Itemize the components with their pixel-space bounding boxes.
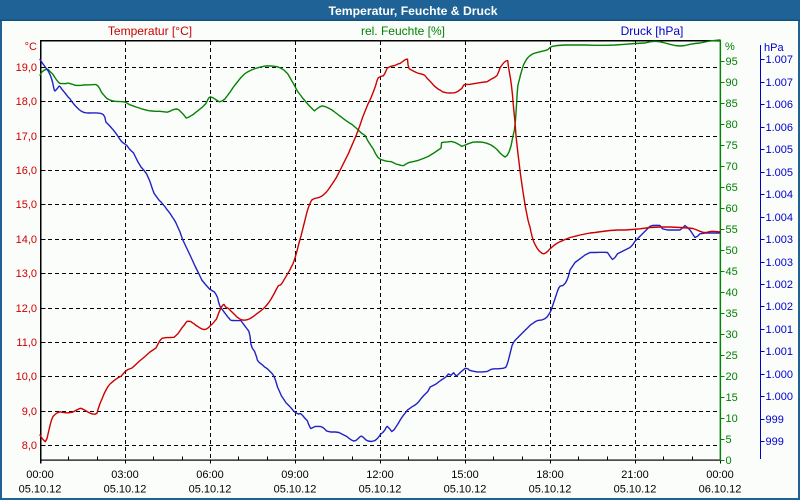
svg-text:05.10.12: 05.10.12 (614, 484, 657, 496)
svg-text:21:00: 21:00 (621, 469, 649, 481)
svg-text:80: 80 (726, 119, 738, 131)
svg-text:19,0: 19,0 (16, 62, 37, 74)
svg-text:05.10.12: 05.10.12 (19, 484, 62, 496)
svg-text:09:00: 09:00 (281, 469, 309, 481)
svg-text:1.007: 1.007 (766, 54, 794, 66)
svg-text:05.10.12: 05.10.12 (529, 484, 572, 496)
svg-text:00:00: 00:00 (706, 469, 734, 481)
svg-text:12:00: 12:00 (366, 469, 394, 481)
svg-text:999: 999 (766, 414, 784, 426)
svg-text:15:00: 15:00 (451, 469, 479, 481)
svg-text:06:00: 06:00 (196, 469, 224, 481)
svg-text:1.004: 1.004 (766, 189, 794, 201)
svg-text:05.10.12: 05.10.12 (104, 484, 147, 496)
svg-text:18,0: 18,0 (16, 96, 37, 108)
svg-text:20: 20 (726, 371, 738, 383)
svg-text:9,0: 9,0 (22, 406, 37, 418)
svg-text:18:00: 18:00 (536, 469, 564, 481)
svg-text:Temperatur [°C]: Temperatur [°C] (108, 24, 192, 38)
svg-text:60: 60 (726, 203, 738, 215)
svg-text:03:00: 03:00 (111, 469, 139, 481)
svg-text:25: 25 (726, 350, 738, 362)
svg-text:50: 50 (726, 245, 738, 257)
svg-text:5: 5 (726, 434, 732, 446)
svg-text:1.006: 1.006 (766, 99, 794, 111)
svg-text:30: 30 (726, 329, 738, 341)
svg-text:00:00: 00:00 (26, 469, 54, 481)
svg-text:1.007: 1.007 (766, 77, 794, 89)
svg-text:55: 55 (726, 224, 738, 236)
svg-text:10: 10 (726, 413, 738, 425)
svg-text:11,0: 11,0 (16, 337, 37, 349)
svg-text:65: 65 (726, 182, 738, 194)
svg-text:70: 70 (726, 161, 738, 173)
svg-text:Temperatur, Feuchte & Druck: Temperatur, Feuchte & Druck (328, 4, 497, 18)
svg-text:1.004: 1.004 (766, 212, 794, 224)
svg-text:06.10.12: 06.10.12 (699, 484, 742, 496)
svg-text:90: 90 (726, 77, 738, 89)
svg-text:12,0: 12,0 (16, 303, 37, 315)
svg-text:1.005: 1.005 (766, 167, 794, 179)
svg-text:1.002: 1.002 (766, 301, 794, 313)
svg-text:1.003: 1.003 (766, 257, 794, 269)
svg-text:°C: °C (25, 41, 37, 53)
svg-text:1.000: 1.000 (766, 391, 794, 403)
svg-text:13,0: 13,0 (16, 268, 37, 280)
svg-text:95: 95 (726, 56, 738, 68)
svg-text:rel. Feuchte [%]: rel. Feuchte [%] (361, 24, 445, 38)
svg-text:1.001: 1.001 (766, 324, 794, 336)
svg-text:45: 45 (726, 266, 738, 278)
svg-text:15,0: 15,0 (16, 199, 37, 211)
svg-text:05.10.12: 05.10.12 (444, 484, 487, 496)
svg-text:16,0: 16,0 (16, 165, 37, 177)
svg-text:1.002: 1.002 (766, 279, 794, 291)
svg-text:35: 35 (726, 308, 738, 320)
svg-text:%: % (725, 41, 735, 53)
svg-text:999: 999 (766, 436, 784, 448)
svg-text:1.001: 1.001 (766, 346, 794, 358)
svg-text:10,0: 10,0 (16, 371, 37, 383)
svg-text:15: 15 (726, 392, 738, 404)
svg-text:75: 75 (726, 140, 738, 152)
svg-text:05.10.12: 05.10.12 (274, 484, 317, 496)
svg-text:0: 0 (726, 455, 732, 467)
svg-text:hPa: hPa (764, 42, 784, 54)
svg-text:8,0: 8,0 (22, 440, 37, 452)
svg-text:Druck [hPa]: Druck [hPa] (621, 24, 684, 38)
svg-text:1.000: 1.000 (766, 369, 794, 381)
svg-text:1.006: 1.006 (766, 122, 794, 134)
svg-text:05.10.12: 05.10.12 (359, 484, 402, 496)
svg-text:85: 85 (726, 98, 738, 110)
svg-text:17,0: 17,0 (16, 131, 37, 143)
svg-text:40: 40 (726, 287, 738, 299)
svg-text:1.003: 1.003 (766, 234, 794, 246)
svg-text:1.005: 1.005 (766, 144, 794, 156)
svg-text:14,0: 14,0 (16, 234, 37, 246)
svg-text:05.10.12: 05.10.12 (189, 484, 232, 496)
